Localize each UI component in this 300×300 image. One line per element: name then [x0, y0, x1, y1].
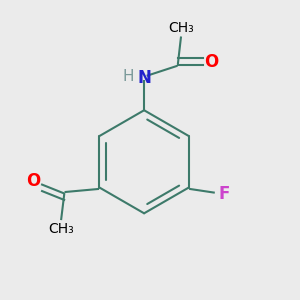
Text: N: N — [137, 69, 151, 87]
Text: F: F — [219, 185, 230, 203]
Text: O: O — [204, 53, 218, 71]
Text: O: O — [26, 172, 40, 190]
Text: CH₃: CH₃ — [168, 21, 194, 35]
Text: H: H — [122, 70, 134, 85]
Text: CH₃: CH₃ — [48, 222, 74, 236]
